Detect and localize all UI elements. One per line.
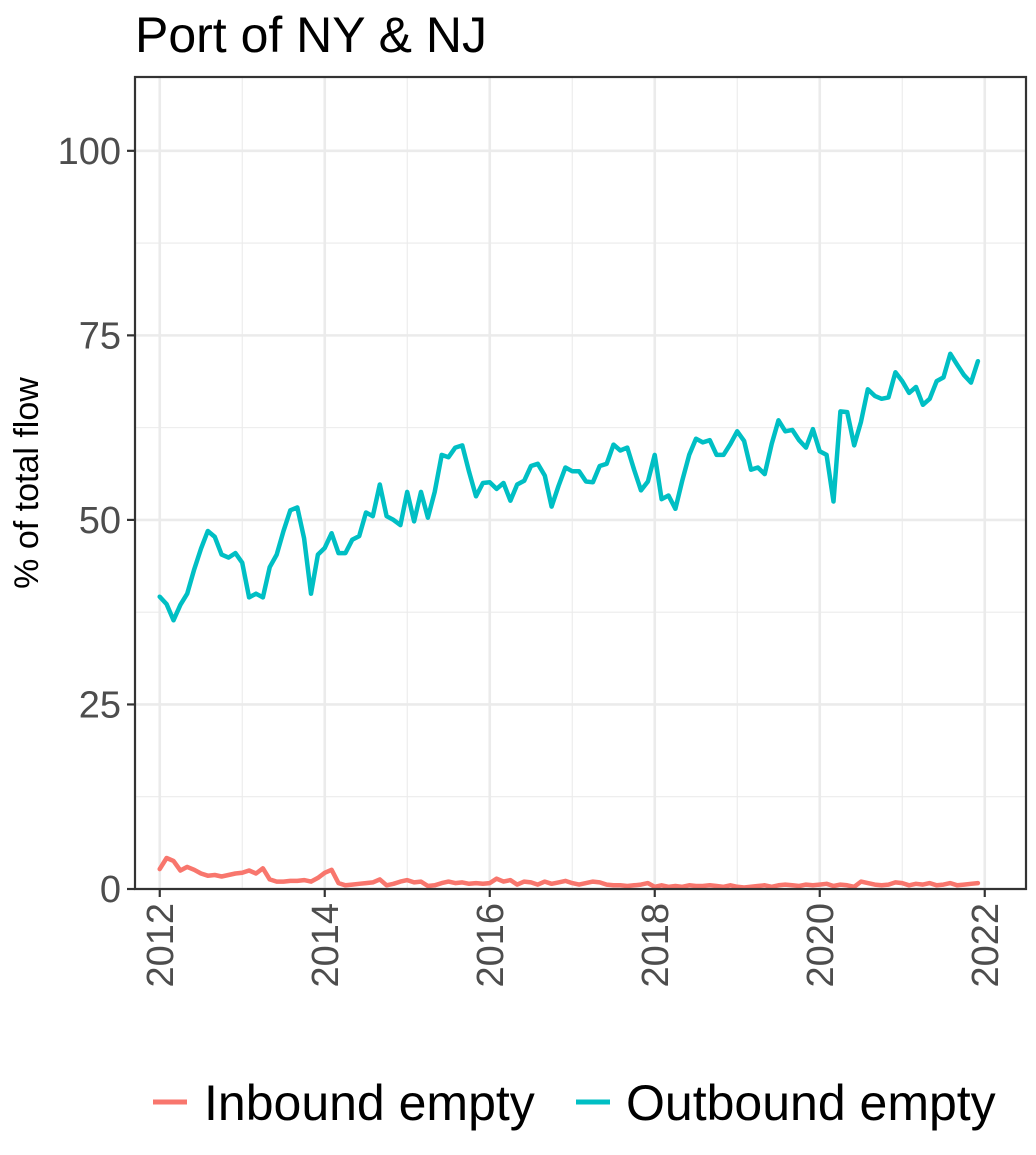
x-tick-label: 2012 (140, 903, 182, 988)
y-tick-label: 75 (79, 315, 121, 357)
x-tick-label: 2016 (470, 903, 512, 988)
plot-border (133, 75, 1028, 891)
x-tick-label: 2018 (635, 903, 677, 988)
legend-label-outbound-empty: Outbound empty (626, 1075, 996, 1131)
x-tick-label: 2022 (965, 903, 1007, 988)
y-tick-label: 50 (79, 500, 121, 542)
grid-minor (135, 77, 1026, 889)
y-tick-label: 0 (100, 869, 121, 911)
x-axis: 2012 2014 2016 2018 2020 2022 (140, 889, 1007, 988)
x-tick-label: 2014 (305, 903, 347, 988)
legend-label-inbound-empty: Inbound empty (204, 1075, 535, 1131)
plot-panel (135, 77, 1026, 889)
chart-title: Port of NY & NJ (135, 7, 487, 63)
y-tick-label: 100 (58, 131, 121, 173)
series-line-inbound-empty (157, 855, 981, 890)
y-axis-title: % of total flow (8, 377, 46, 589)
series-layer (157, 351, 981, 890)
y-axis: 0 25 50 75 100 (58, 131, 135, 911)
series-line-outbound-empty (157, 351, 981, 623)
legend: Inbound empty Outbound empty (153, 1075, 996, 1131)
y-tick-label: 25 (79, 684, 121, 726)
x-tick-label: 2020 (800, 903, 842, 988)
